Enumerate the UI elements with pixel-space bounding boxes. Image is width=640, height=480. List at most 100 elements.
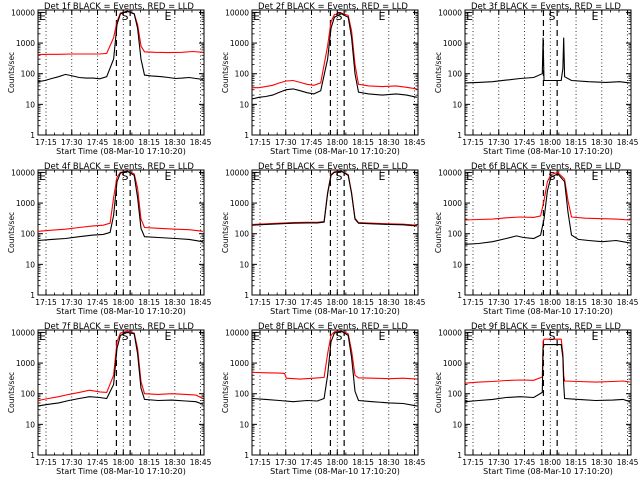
x-tick-label: 17:15	[462, 298, 484, 307]
series-line-black	[465, 173, 630, 245]
x-tick-label: 17:45	[514, 138, 536, 147]
x-tick-label: 18:30	[164, 298, 186, 307]
y-tick-label: 10	[25, 100, 35, 109]
x-tick-label: 17:30	[275, 138, 297, 147]
panel-title: Det 5f BLACK = Events, RED = LLD	[258, 162, 408, 172]
y-tick-label: 10000	[11, 328, 35, 337]
y-tick-label: 1	[244, 131, 249, 140]
state-label: S	[549, 170, 556, 183]
y-tick-label: 10	[239, 100, 249, 109]
x-tick-label: 17:15	[35, 458, 57, 467]
y-tick-label: 100	[235, 390, 250, 399]
x-tick-label: 18:00	[326, 298, 348, 307]
state-label: E	[378, 170, 385, 183]
x-tick-label: 17:45	[514, 298, 536, 307]
x-tick-label: 18:00	[112, 138, 134, 147]
y-tick-label: 1	[30, 131, 35, 140]
plot-frame	[464, 9, 632, 136]
y-tick-label: 100	[21, 230, 36, 239]
y-tick-label: 100	[235, 70, 250, 79]
x-tick-label: 17:30	[61, 138, 83, 147]
x-axis-label: Start Time (08-Mar-10 17:10:20)	[56, 467, 186, 476]
state-label: E	[164, 10, 171, 23]
x-tick-label: 18:45	[404, 138, 426, 147]
detector-panel-9: Det 9f BLACK = Events, RED = LLD 1 10 100 10…	[434, 322, 639, 476]
y-tick-label: 10	[239, 420, 249, 429]
y-tick-label: 1000	[16, 359, 35, 368]
x-tick-label: 17:30	[275, 298, 297, 307]
x-axis-label: Start Time (08-Mar-10 17:10:20)	[56, 147, 186, 156]
series-line-red	[38, 170, 203, 232]
plot-frame	[37, 329, 205, 456]
state-label: E	[378, 10, 385, 23]
series-line-black	[465, 37, 630, 84]
plot-frame	[251, 169, 419, 296]
plot-frame	[464, 329, 632, 456]
x-tick-label: 17:30	[61, 458, 83, 467]
plot-frame	[37, 169, 205, 296]
detector-panel-5: Det 5f BLACK = Events, RED = LLD 1 10 100 10…	[221, 162, 426, 316]
state-label: S	[549, 330, 556, 343]
x-tick-label: 17:15	[249, 298, 271, 307]
x-tick-label: 18:00	[112, 298, 134, 307]
y-tick-label: 10000	[438, 328, 462, 337]
x-tick-label: 17:30	[275, 458, 297, 467]
series-line-black	[38, 10, 203, 83]
state-label: E	[466, 170, 473, 183]
x-tick-label: 18:15	[352, 138, 374, 147]
x-tick-label: 18:45	[190, 298, 212, 307]
series-line-black	[252, 13, 418, 100]
x-tick-label: 18:45	[617, 298, 639, 307]
series-line-red	[252, 170, 417, 226]
y-axis-label: Counts/sec	[434, 212, 443, 253]
x-tick-label: 18:45	[190, 138, 212, 147]
x-tick-label: 18:30	[164, 138, 186, 147]
state-label: E	[253, 170, 260, 183]
y-axis-label: Counts/sec	[434, 372, 443, 413]
x-tick-label: 18:15	[138, 298, 160, 307]
state-label: E	[164, 330, 171, 343]
x-tick-label: 18:45	[190, 458, 212, 467]
series-line-black	[38, 331, 204, 407]
x-tick-label: 18:00	[326, 138, 348, 147]
y-tick-label: 1	[457, 131, 462, 140]
y-tick-label: 1000	[16, 39, 35, 48]
detector-panel-3: Det 3f BLACK = Events, RED = LLD 1 10 100 10…	[434, 2, 639, 156]
state-label: E	[591, 330, 598, 343]
y-tick-label: 1000	[230, 359, 249, 368]
x-tick-label: 17:45	[301, 138, 323, 147]
y-tick-label: 1000	[443, 39, 462, 48]
detector-panel-1: Det 1f BLACK = Events, RED = LLD 1 10 100 10…	[7, 2, 212, 156]
panel-title: Det 7f BLACK = Events, RED = LLD	[44, 322, 194, 332]
x-tick-label: 18:30	[591, 458, 613, 467]
x-tick-label: 18:30	[378, 298, 400, 307]
plot-frame	[464, 169, 632, 296]
y-axis-label: Counts/sec	[221, 52, 230, 93]
x-tick-label: 18:45	[617, 138, 639, 147]
x-axis-label: Start Time (08-Mar-10 17:10:20)	[483, 147, 613, 156]
x-tick-label: 17:45	[301, 458, 323, 467]
series-line-black	[252, 170, 417, 227]
y-tick-label: 1	[457, 291, 462, 300]
series-line-red	[465, 171, 630, 221]
detector-panel-2: Det 2f BLACK = Events, RED = LLD 1 10 100 10…	[221, 2, 426, 156]
x-tick-label: 18:00	[112, 458, 134, 467]
x-tick-label: 17:30	[488, 458, 510, 467]
series-line-red	[38, 330, 204, 402]
series-line-black	[465, 344, 631, 403]
x-tick-label: 17:30	[488, 298, 510, 307]
y-tick-label: 10000	[225, 8, 249, 17]
y-tick-label: 1000	[16, 199, 35, 208]
x-tick-label: 17:15	[35, 138, 57, 147]
y-tick-label: 1	[30, 451, 35, 460]
y-tick-label: 10	[452, 420, 462, 429]
state-label: E	[39, 10, 46, 23]
x-tick-label: 17:15	[462, 458, 484, 467]
state-label: E	[39, 330, 46, 343]
x-tick-label: 18:15	[138, 458, 160, 467]
x-tick-label: 17:45	[514, 458, 536, 467]
x-axis-label: Start Time (08-Mar-10 17:10:20)	[56, 307, 186, 316]
x-tick-label: 18:45	[404, 298, 426, 307]
series-line-red	[38, 10, 203, 56]
x-axis-label: Start Time (08-Mar-10 17:10:20)	[270, 147, 400, 156]
